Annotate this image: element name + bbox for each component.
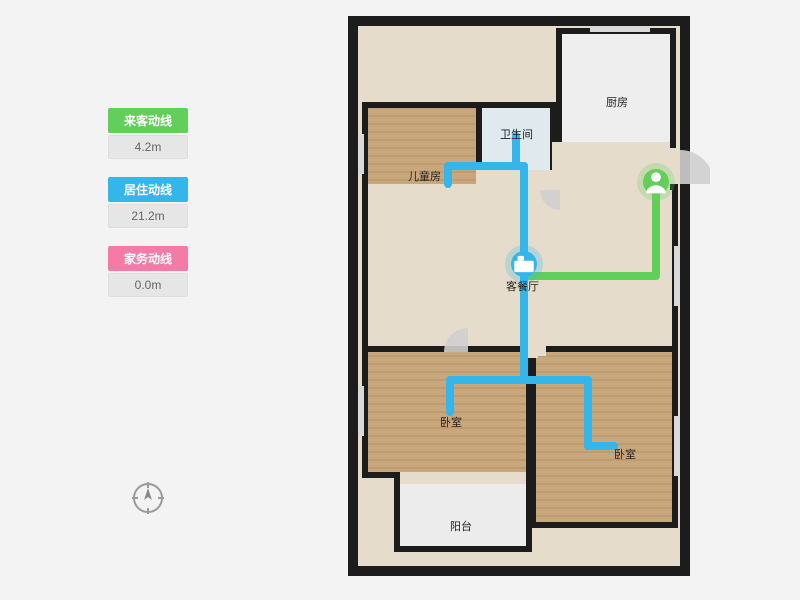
legend-label-guest: 来客动线	[108, 108, 188, 133]
compass-icon	[130, 480, 166, 516]
legend-label-living: 居住动线	[108, 177, 188, 202]
entry-node-icon	[643, 169, 669, 195]
legend-row-living: 居住动线 21.2m	[108, 177, 188, 228]
room-label-bathroom: 卫生间	[500, 126, 533, 142]
legend-row-chore: 家务动线 0.0m	[108, 246, 188, 297]
living-node-icon	[511, 251, 537, 277]
room-label-bedroom_r: 卧室	[614, 446, 636, 462]
legend-row-guest: 来客动线 4.2m	[108, 108, 188, 159]
legend-value-chore: 0.0m	[108, 273, 188, 297]
legend-label-chore: 家务动线	[108, 246, 188, 271]
legend-value-guest: 4.2m	[108, 135, 188, 159]
room-label-balcony: 阳台	[450, 518, 472, 534]
room-label-kidsroom: 儿童房	[408, 168, 441, 184]
floor-plan: 厨房卫生间儿童房客餐厅卧室卧室阳台	[340, 16, 710, 576]
floor-plan-svg	[340, 16, 710, 576]
legend-value-living: 21.2m	[108, 204, 188, 228]
room-label-bedroom_l: 卧室	[440, 414, 462, 430]
room-label-kitchen: 厨房	[606, 94, 628, 110]
legend: 来客动线 4.2m 居住动线 21.2m 家务动线 0.0m	[108, 108, 188, 315]
floorplan-stage: 来客动线 4.2m 居住动线 21.2m 家务动线 0.0m 厨房卫生间儿童房客…	[0, 0, 800, 600]
